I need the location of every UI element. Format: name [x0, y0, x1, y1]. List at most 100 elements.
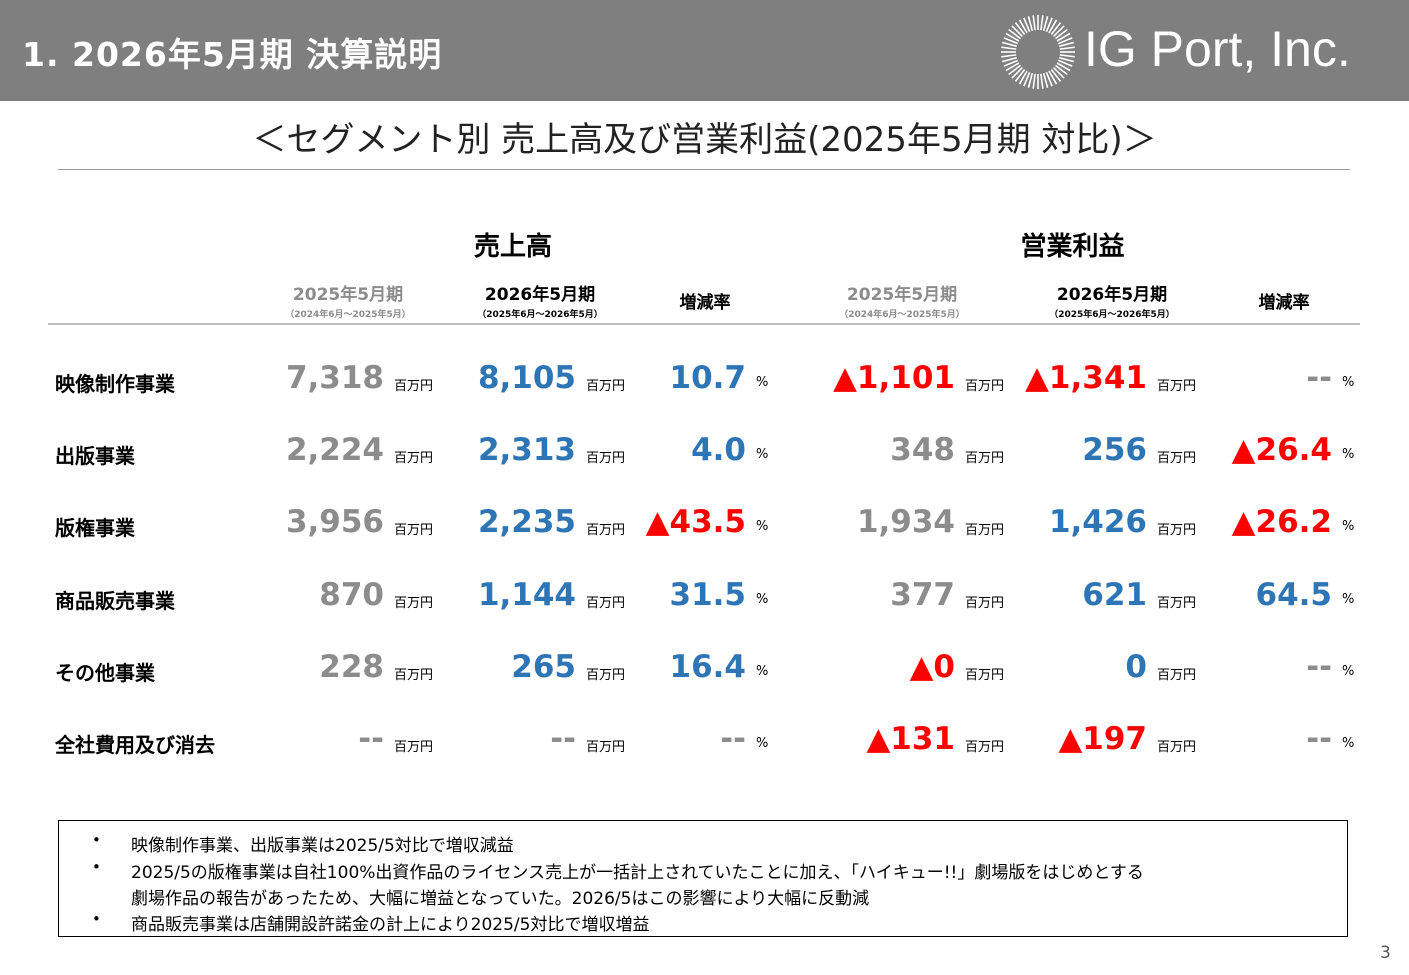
percent-unit: %	[756, 736, 769, 751]
million-yen-unit: 百万円	[394, 523, 434, 538]
value-s-rate: 16.4	[669, 649, 747, 685]
value-s-rate: 10.7	[669, 360, 747, 396]
note-text: 商品販売事業は店舗開設許諾金の計上により2025/5対比で増収増益	[131, 915, 650, 935]
percent-unit: %	[756, 592, 769, 607]
header-bar: 1. 2026年5月期 決算説明 IG Port, Inc.	[0, 0, 1409, 101]
section-title: 1. 2026年5月期 決算説明	[22, 35, 443, 74]
value-o-rate: --	[1306, 721, 1332, 757]
company-logo: IG Port, Inc.	[998, 12, 1398, 92]
million-yen-unit: 百万円	[965, 740, 1005, 755]
segment-label: 映像制作事業	[55, 372, 175, 396]
value-o-prev: ▲1,101	[833, 360, 955, 396]
col-header-sales-cur: 2026年5月期 （2025年6月～2026年5月）	[450, 280, 630, 320]
percent-unit: %	[1342, 736, 1355, 751]
percent-unit: %	[1342, 519, 1355, 534]
slide-title: ＜セグメント別 売上高及び営業利益(2025年5月期 対比)＞	[252, 120, 1157, 160]
percent-unit: %	[1342, 664, 1355, 679]
million-yen-unit: 百万円	[965, 668, 1005, 683]
million-yen-unit: 百万円	[394, 379, 434, 394]
page-number: 3	[1380, 943, 1391, 963]
value-o-rate: --	[1306, 360, 1332, 396]
value-s-prev: 3,956	[285, 504, 384, 540]
value-s-cur: 265	[511, 649, 576, 685]
value-s-rate: 4.0	[691, 432, 746, 468]
value-o-prev: 348	[890, 432, 955, 468]
value-o-rate: ▲26.2	[1231, 504, 1332, 540]
value-s-rate: 31.5	[669, 577, 747, 613]
million-yen-unit: 百万円	[394, 668, 434, 683]
million-yen-unit: 百万円	[586, 451, 626, 466]
period-label: 2026年5月期	[484, 285, 596, 305]
segment-label: 商品販売事業	[55, 589, 175, 613]
million-yen-unit: 百万円	[1157, 379, 1197, 394]
million-yen-unit: 百万円	[965, 523, 1005, 538]
period-range: （2025年6月～2026年5月）	[477, 310, 603, 320]
value-s-rate: ▲43.5	[645, 504, 746, 540]
col-header-op-rate: 増減率	[1258, 293, 1310, 313]
period-range: （2024年6月～2025年5月）	[285, 310, 411, 320]
segment-label: 版権事業	[55, 516, 135, 540]
value-o-prev: ▲0	[909, 649, 955, 685]
period-range: （2024年6月～2025年5月）	[839, 310, 965, 320]
col-header-sales-prev: 2025年5月期 （2024年6月～2025年5月）	[258, 280, 438, 320]
group-header-sales: 売上高	[473, 232, 552, 262]
segment-label: 全社費用及び消去	[55, 733, 215, 757]
value-o-prev: 1,934	[856, 504, 955, 540]
period-label: 2025年5月期	[292, 285, 404, 305]
percent-unit: %	[1342, 447, 1355, 462]
value-o-prev: ▲131	[866, 721, 955, 757]
period-range: （2025年6月～2026年5月）	[1049, 310, 1175, 320]
value-s-cur: 1,144	[477, 577, 576, 613]
value-o-rate: 64.5	[1255, 577, 1333, 613]
value-s-cur: 2,235	[477, 504, 576, 540]
note-text: 2025/5の版権事業は自社100%出資作品のライセンス売上が一括計上されていた…	[131, 863, 1144, 883]
period-label: 2026年5月期	[1056, 285, 1168, 305]
value-o-rate: --	[1306, 649, 1332, 685]
value-s-cur: --	[550, 721, 576, 757]
col-header-sales-rate: 増減率	[679, 293, 731, 313]
million-yen-unit: 百万円	[586, 596, 626, 611]
value-s-prev: 228	[319, 649, 384, 685]
value-s-prev: 2,224	[285, 432, 384, 468]
value-o-prev: 377	[890, 577, 955, 613]
million-yen-unit: 百万円	[1157, 523, 1197, 538]
value-o-rate: ▲26.4	[1231, 432, 1332, 468]
percent-unit: %	[756, 375, 769, 390]
note-text: 映像制作事業、出版事業は2025/5対比で増収減益	[131, 836, 514, 856]
value-o-cur: 0	[1125, 649, 1147, 685]
million-yen-unit: 百万円	[586, 379, 626, 394]
million-yen-unit: 百万円	[965, 451, 1005, 466]
period-label: 2025年5月期	[846, 285, 958, 305]
value-s-prev: --	[358, 721, 384, 757]
percent-unit: %	[756, 664, 769, 679]
percent-unit: %	[1342, 592, 1355, 607]
million-yen-unit: 百万円	[586, 740, 626, 755]
header-divider	[48, 323, 1360, 325]
million-yen-unit: 百万円	[965, 596, 1005, 611]
col-header-op-cur: 2026年5月期 （2025年6月～2026年5月）	[1022, 280, 1202, 320]
million-yen-unit: 百万円	[1157, 740, 1197, 755]
value-s-prev: 7,318	[285, 360, 384, 396]
value-s-rate: --	[720, 721, 746, 757]
col-header-op-prev: 2025年5月期 （2024年6月～2025年5月）	[812, 280, 992, 320]
value-s-cur: 8,105	[477, 360, 576, 396]
million-yen-unit: 百万円	[394, 596, 434, 611]
value-s-cur: 2,313	[477, 432, 576, 468]
million-yen-unit: 百万円	[1157, 668, 1197, 683]
notes-box: • 映像制作事業、出版事業は2025/5対比で増収減益 • 2025/5の版権事…	[58, 820, 1348, 937]
value-o-cur: ▲197	[1058, 721, 1147, 757]
bullet-icon: •	[92, 910, 101, 928]
value-o-cur: 621	[1082, 577, 1147, 613]
note-text: 劇場作品の報告があったため、大幅に増益となっていた。2026/5はこの影響により…	[131, 889, 870, 909]
million-yen-unit: 百万円	[586, 523, 626, 538]
group-header-operating-income: 営業利益	[1020, 232, 1125, 262]
bullet-icon: •	[92, 858, 101, 876]
value-o-cur: ▲1,341	[1025, 360, 1147, 396]
value-o-cur: 256	[1082, 432, 1147, 468]
segment-label: 出版事業	[55, 444, 135, 468]
value-o-cur: 1,426	[1048, 504, 1147, 540]
million-yen-unit: 百万円	[586, 668, 626, 683]
logo-burst-icon	[1001, 15, 1075, 89]
segment-label: その他事業	[55, 661, 155, 685]
percent-unit: %	[1342, 375, 1355, 390]
